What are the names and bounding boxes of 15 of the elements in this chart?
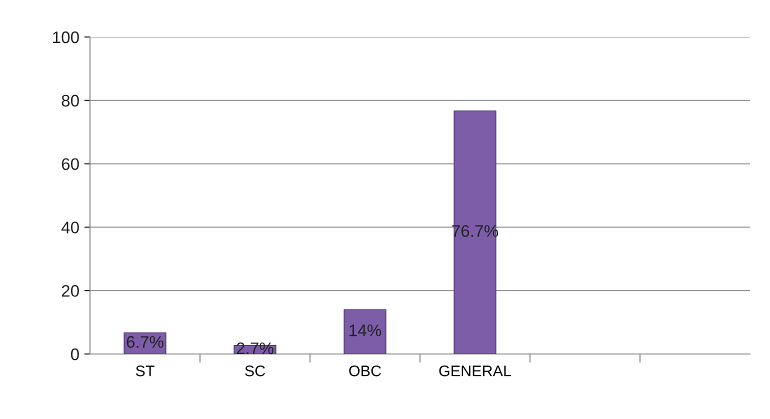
x-tick-label: ST	[136, 366, 154, 376]
y-tick-label: 100	[53, 31, 79, 44]
y-tick-label: 40	[61, 222, 79, 234]
x-tick-label: GENERAL	[439, 366, 511, 376]
x-tick-label: OBC	[349, 366, 381, 376]
y-tick-label: 60	[62, 158, 79, 170]
y-tick-label: 80	[62, 94, 79, 107]
bar	[454, 110, 496, 354]
y-tick-label: 0	[70, 348, 79, 360]
data-label: 14%	[350, 324, 382, 336]
data-label: 2.7%	[236, 342, 274, 354]
bar	[344, 309, 386, 354]
x-tick-label: SC	[245, 366, 266, 376]
y-tick-label: 20	[62, 285, 79, 297]
data-label: 6.7%	[126, 336, 164, 348]
